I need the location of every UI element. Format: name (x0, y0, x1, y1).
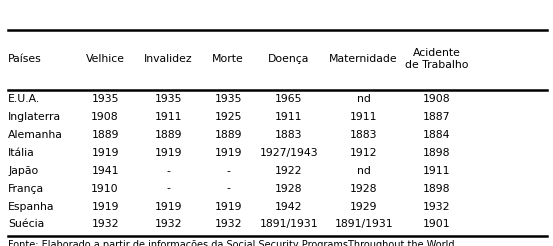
Text: 1901: 1901 (423, 219, 451, 230)
Text: 1883: 1883 (275, 130, 302, 140)
Text: 1932: 1932 (155, 219, 182, 230)
Text: 1919: 1919 (215, 148, 242, 158)
Text: 1919: 1919 (91, 201, 119, 212)
Text: 1935: 1935 (215, 94, 242, 104)
Text: 1911: 1911 (423, 166, 451, 176)
Text: Itália: Itália (8, 148, 35, 158)
Text: 1925: 1925 (215, 112, 242, 122)
Text: 1928: 1928 (350, 184, 377, 194)
Text: Morte: Morte (212, 54, 244, 64)
Text: 1942: 1942 (275, 201, 302, 212)
Text: 1932: 1932 (423, 201, 451, 212)
Text: 1889: 1889 (155, 130, 182, 140)
Text: -: - (226, 166, 230, 176)
Text: -: - (166, 184, 171, 194)
Text: 1935: 1935 (155, 94, 182, 104)
Text: 1908: 1908 (423, 94, 451, 104)
Text: nd: nd (357, 166, 371, 176)
Text: 1919: 1919 (215, 201, 242, 212)
Text: 1911: 1911 (350, 112, 377, 122)
Text: 1910: 1910 (91, 184, 119, 194)
Text: Inglaterra: Inglaterra (8, 112, 61, 122)
Text: Alemanha: Alemanha (8, 130, 63, 140)
Text: 1911: 1911 (155, 112, 182, 122)
Text: 1919: 1919 (155, 201, 182, 212)
Text: 1932: 1932 (91, 219, 119, 230)
Text: -: - (226, 184, 230, 194)
Text: Invalidez: Invalidez (144, 54, 193, 64)
Text: 1898: 1898 (423, 184, 451, 194)
Text: 1922: 1922 (275, 166, 302, 176)
Text: Espanha: Espanha (8, 201, 55, 212)
Text: 1929: 1929 (350, 201, 377, 212)
Text: 1919: 1919 (155, 148, 182, 158)
Text: França: França (8, 184, 44, 194)
Text: E.U.A.: E.U.A. (8, 94, 40, 104)
Text: 1884: 1884 (423, 130, 451, 140)
Text: Países: Países (8, 54, 42, 64)
Text: 1908: 1908 (91, 112, 119, 122)
Text: Velhice: Velhice (86, 54, 124, 64)
Text: Fonte: Elaborado a partir de informações da Social Security ProgramsThroughout t: Fonte: Elaborado a partir de informações… (8, 240, 458, 246)
Text: 1889: 1889 (91, 130, 119, 140)
Text: 1912: 1912 (350, 148, 377, 158)
Text: -: - (166, 166, 171, 176)
Text: Japão: Japão (8, 166, 39, 176)
Text: 1891/1931: 1891/1931 (334, 219, 393, 230)
Text: 1919: 1919 (91, 148, 119, 158)
Text: nd: nd (357, 94, 371, 104)
Text: 1932: 1932 (215, 219, 242, 230)
Text: 1898: 1898 (423, 148, 451, 158)
Text: 1887: 1887 (423, 112, 451, 122)
Text: 1965: 1965 (275, 94, 302, 104)
Text: 1941: 1941 (91, 166, 119, 176)
Text: Acidente
de Trabalho: Acidente de Trabalho (405, 48, 468, 70)
Text: 1927/1943: 1927/1943 (259, 148, 319, 158)
Text: 1911: 1911 (275, 112, 302, 122)
Text: 1935: 1935 (91, 94, 119, 104)
Text: 1889: 1889 (215, 130, 242, 140)
Text: 1928: 1928 (275, 184, 302, 194)
Text: 1891/1931: 1891/1931 (259, 219, 319, 230)
Text: Suécia: Suécia (8, 219, 45, 230)
Text: 1883: 1883 (350, 130, 377, 140)
Text: Maternidade: Maternidade (329, 54, 398, 64)
Text: Doença: Doença (268, 54, 310, 64)
